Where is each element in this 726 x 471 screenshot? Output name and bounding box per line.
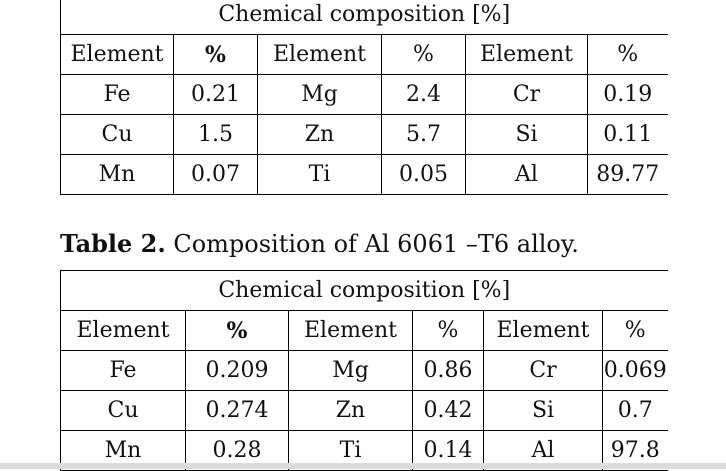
table-cell: Cr: [465, 74, 588, 115]
column-header: %: [412, 310, 484, 351]
table-cell: 0.07: [173, 154, 258, 195]
column-header: Element: [60, 34, 174, 75]
table-cell: Fe: [60, 350, 186, 391]
table-cell: Fe: [60, 74, 174, 115]
bottom-fade: [0, 463, 726, 469]
table-cell: Mg: [288, 350, 413, 391]
column-header: Element: [288, 310, 413, 351]
table-cell: 0.274: [185, 390, 289, 431]
table-row: Fe 0.209 Mg 0.86 Cr 0.069: [60, 350, 668, 391]
table-cell: 0.069: [601, 350, 668, 391]
table-row: Mn 0.07 Ti 0.05 Al 89.77: [60, 154, 668, 195]
table-cell: 0.19: [586, 74, 668, 115]
table-cell: 0.209: [185, 350, 289, 391]
table-cell: Zn: [257, 114, 382, 155]
table-row: Cu 0.274 Zn 0.42 Si 0.7: [60, 390, 668, 431]
column-header: %: [381, 34, 466, 75]
table-header-row: Element % Element % Element %: [60, 34, 668, 75]
column-header: %: [601, 310, 668, 351]
table-row: Fe 0.21 Mg 2.4 Cr 0.19: [60, 74, 668, 115]
column-header: %: [586, 34, 668, 75]
table-cell: Mn: [60, 154, 174, 195]
column-header: Element: [60, 310, 186, 351]
column-header: %: [173, 34, 258, 75]
table-cell: Ti: [257, 154, 382, 195]
table-row: Cu 1.5 Zn 5.7 Si 0.11: [60, 114, 668, 155]
table-cell: 0.7: [601, 390, 668, 431]
composition-table-2: Chemical composition [%] Element % Eleme…: [59, 270, 668, 471]
table-header-row: Element % Element % Element %: [60, 310, 668, 351]
table-cell: 1.5: [173, 114, 258, 155]
table-cell: 0.05: [381, 154, 466, 195]
table-cell: 89.77: [586, 154, 668, 195]
table-title: Chemical composition [%]: [59, 0, 668, 35]
table-cell: 5.7: [381, 114, 466, 155]
caption-label: Table 2.: [60, 229, 166, 258]
column-header: Element: [465, 34, 588, 75]
table-cell: 0.21: [173, 74, 258, 115]
column-header: Element: [483, 310, 603, 351]
table-caption: Table 2. Composition of Al 6061 –T6 allo…: [60, 229, 579, 258]
table-cell: Cu: [60, 114, 174, 155]
table-cell: 0.42: [412, 390, 484, 431]
table-cell: Mg: [257, 74, 382, 115]
table-cell: Cu: [60, 390, 186, 431]
table-cell: 0.86: [412, 350, 484, 391]
table-title: Chemical composition [%]: [59, 270, 668, 311]
table-cell: Al: [465, 154, 588, 195]
table-cell: Cr: [483, 350, 603, 391]
table-cell: Si: [483, 390, 603, 431]
table-cell: Si: [465, 114, 588, 155]
column-header: %: [185, 310, 289, 351]
composition-table-1: Chemical composition [%] Element % Eleme…: [59, 0, 668, 195]
column-header: Element: [257, 34, 382, 75]
table-cell: Zn: [288, 390, 413, 431]
table-title-row: Chemical composition [%]: [59, 0, 668, 35]
table-cell: 0.11: [586, 114, 668, 155]
caption-text: Composition of Al 6061 –T6 alloy.: [165, 230, 579, 258]
table-cell: 2.4: [381, 74, 466, 115]
table-title-row: Chemical composition [%]: [59, 270, 668, 311]
